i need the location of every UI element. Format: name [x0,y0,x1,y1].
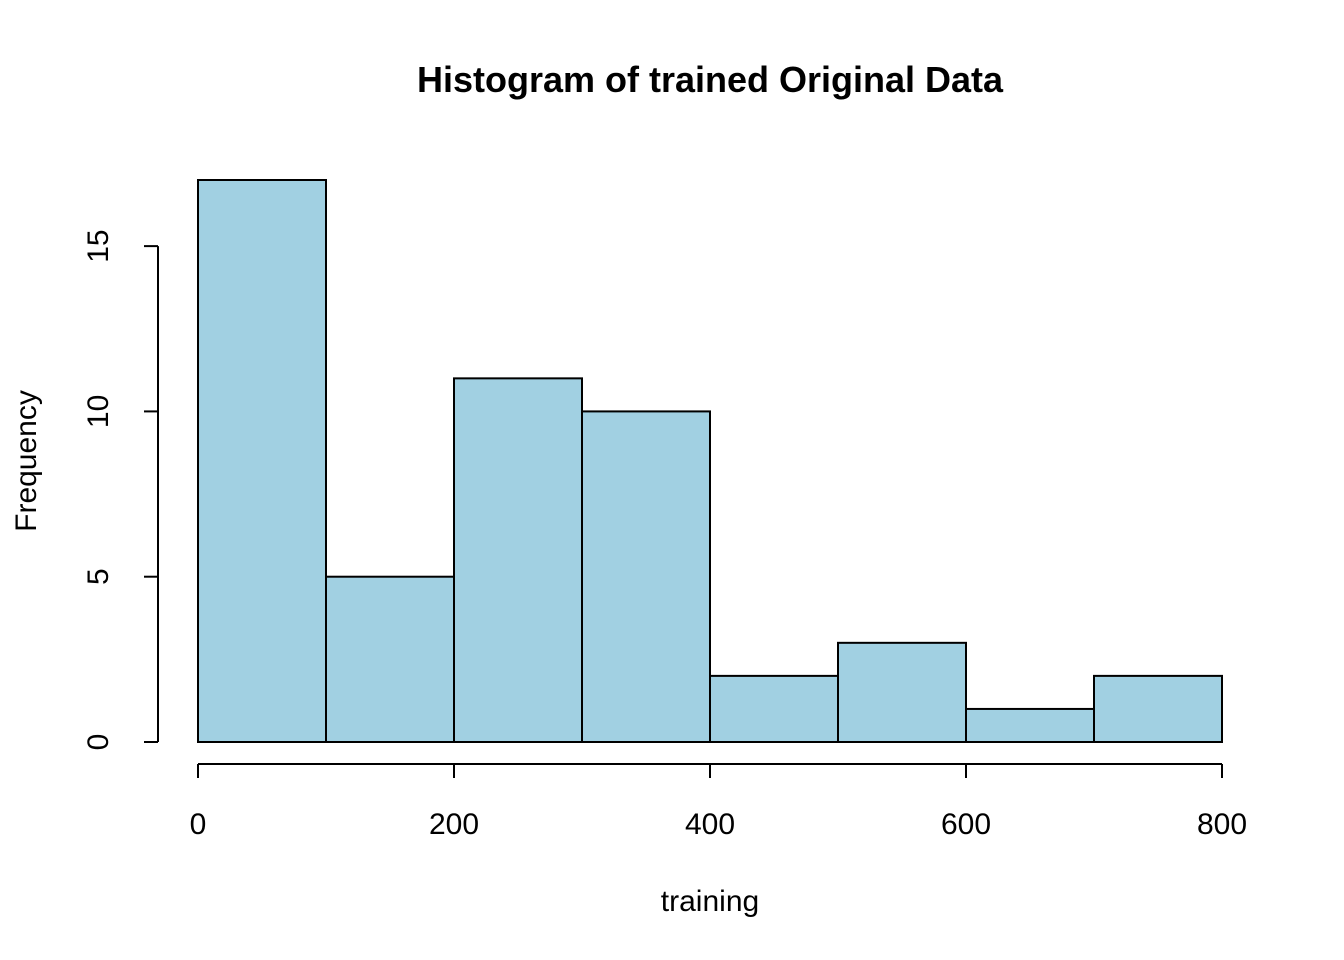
x-axis-label: training [661,885,759,918]
y-axis: 0 5 10 15 [82,229,159,751]
histogram-bar-7 [1093,674,1223,743]
y-axis-label: Frequency [10,390,43,532]
x-tick-label-600: 600 [941,808,991,841]
y-tick-label-0: 0 [82,734,115,751]
y-tick-label-10: 10 [82,395,115,428]
x-tick-label-400: 400 [685,808,735,841]
histogram-bar-5 [837,641,967,744]
histogram-bar-4 [709,674,839,743]
y-tick-label-15: 15 [82,229,115,262]
x-axis: 0 200 400 600 800 [190,763,1247,841]
x-tick-label-0: 0 [190,808,207,841]
x-tick-label-200: 200 [429,808,479,841]
x-tick-label-800: 800 [1197,808,1247,841]
chart-title: Histogram of trained Original Data [417,59,1004,100]
bars-group [197,179,1223,744]
histogram-bar-6 [965,707,1095,743]
histogram-bar-2 [453,377,583,743]
histogram-bar-3 [581,410,711,743]
histogram-bar-1 [325,575,455,743]
histogram-bar-0 [197,179,327,743]
y-tick-label-5: 5 [82,568,115,585]
